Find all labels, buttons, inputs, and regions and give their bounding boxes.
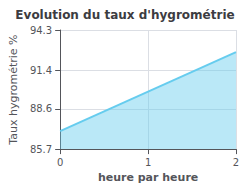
svg-text:Evolution du taux d'hygrométri: Evolution du taux d'hygrométrie — [15, 8, 234, 22]
svg-text:88.6: 88.6 — [30, 103, 52, 114]
svg-text:2: 2 — [233, 157, 239, 168]
svg-text:85.7: 85.7 — [30, 144, 52, 155]
svg-text:0: 0 — [57, 157, 63, 168]
svg-text:94.3: 94.3 — [30, 25, 52, 36]
svg-text:heure par heure: heure par heure — [98, 171, 198, 184]
svg-text:Taux hygrométrie %: Taux hygrométrie % — [7, 34, 20, 145]
svg-text:1: 1 — [145, 157, 151, 168]
svg-text:91.4: 91.4 — [30, 65, 52, 76]
